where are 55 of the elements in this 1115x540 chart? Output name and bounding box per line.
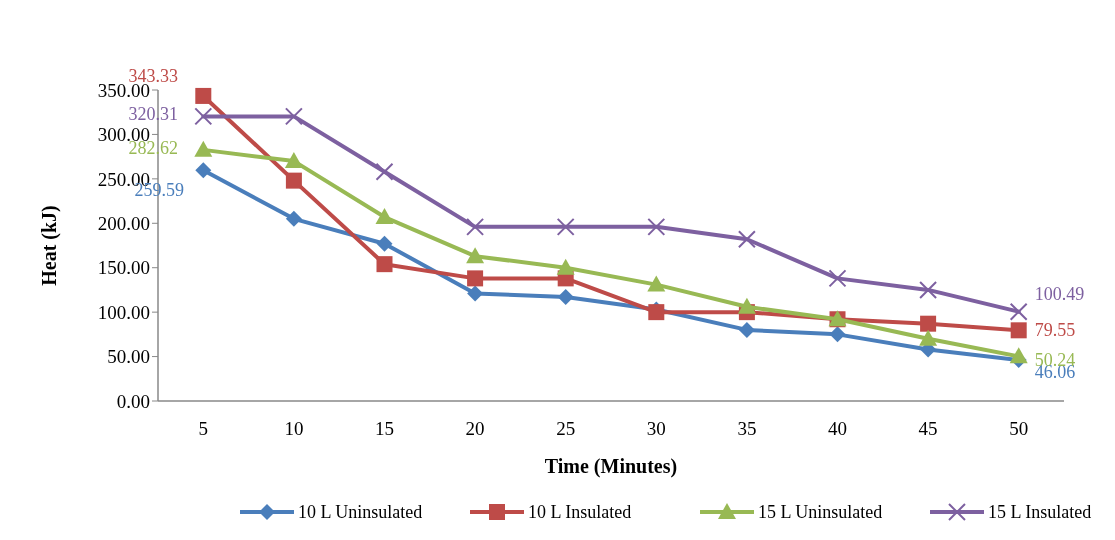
point	[556, 258, 575, 275]
data-label: 100.49	[1034, 283, 1085, 304]
point	[647, 275, 666, 292]
point	[737, 297, 756, 314]
point	[557, 289, 574, 306]
point	[285, 210, 302, 227]
x-tick-label: 20	[465, 418, 485, 439]
x-axis-title: Time (Minutes)	[544, 455, 678, 478]
point	[919, 329, 938, 346]
point	[466, 217, 485, 236]
point	[195, 162, 212, 179]
point	[919, 280, 938, 299]
point	[284, 152, 303, 169]
point	[376, 256, 393, 273]
y-axis-title: Heat (kJ)	[38, 205, 61, 286]
point	[194, 107, 213, 126]
x-tick-label: 5	[198, 418, 209, 439]
x-tick-label: 10	[284, 418, 304, 439]
point	[1010, 322, 1027, 339]
point	[195, 87, 212, 104]
point	[376, 235, 393, 252]
x-tick-label: 40	[828, 418, 847, 439]
point	[737, 230, 756, 249]
point	[284, 107, 303, 126]
legend-label: 10 L Uninsulated	[298, 502, 423, 523]
y-tick-label: 0.00	[116, 390, 150, 412]
x-tick-label: 50	[1009, 418, 1029, 439]
point	[467, 270, 484, 287]
y-tick-label: 150.00	[97, 257, 150, 279]
point	[556, 217, 575, 236]
point	[1009, 347, 1028, 364]
point	[647, 217, 666, 236]
point	[920, 315, 937, 332]
x-tick-label: 15	[375, 418, 394, 439]
y-tick-label: 100.00	[97, 301, 150, 323]
x-tick-label: 25	[556, 418, 576, 439]
legend-label: 10 L Insulated	[528, 502, 632, 523]
point	[467, 285, 484, 302]
point	[375, 162, 394, 181]
data-label: 79.55	[1034, 320, 1076, 341]
point	[1009, 302, 1028, 321]
x-tick-label: 45	[918, 418, 938, 439]
legend-label: 15 L Insulated	[988, 502, 1092, 523]
legend-label: 15 L Uninsulated	[758, 502, 883, 523]
point	[285, 172, 302, 189]
point	[466, 247, 485, 264]
point	[194, 140, 213, 157]
x-tick-label: 35	[737, 418, 757, 439]
point	[375, 208, 394, 225]
point	[738, 321, 755, 338]
y-tick-label: 200.00	[97, 212, 150, 234]
point	[829, 326, 846, 343]
point	[828, 269, 847, 288]
y-tick-label: 50.00	[107, 346, 150, 368]
x-tick-label: 30	[646, 418, 666, 439]
